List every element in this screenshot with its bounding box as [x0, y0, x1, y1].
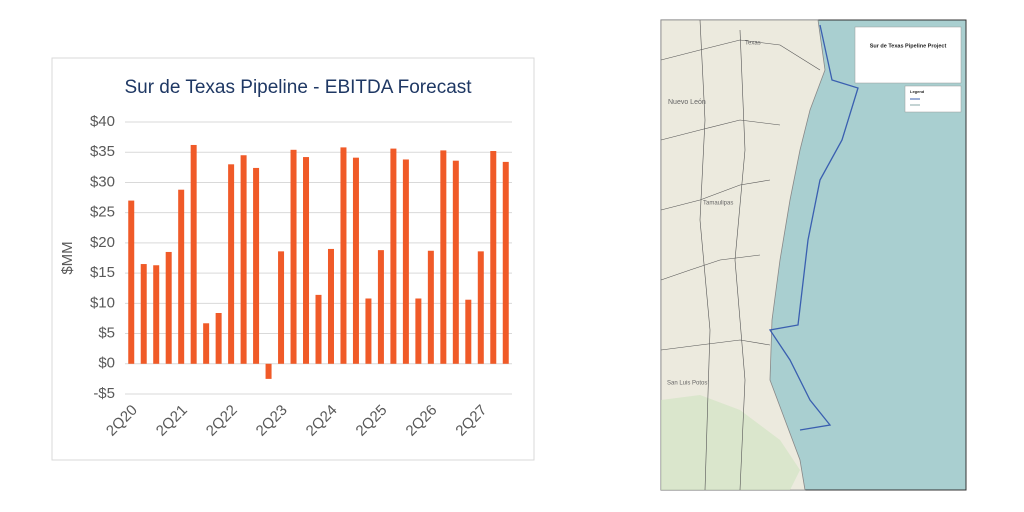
- bar: [415, 298, 422, 364]
- bar: [240, 155, 247, 364]
- y-tick-label: $5: [98, 325, 115, 342]
- bar: [315, 294, 322, 364]
- y-tick-label: $30: [90, 173, 115, 190]
- y-tick-label: -$5: [93, 385, 115, 402]
- pipeline-route: [768, 24, 859, 431]
- y-tick-label: $35: [90, 143, 115, 160]
- bar: [427, 250, 434, 364]
- map-place: Texas: [745, 41, 761, 47]
- map-place: Nuevo León: [668, 99, 706, 106]
- y-tick-label: $10: [90, 294, 115, 311]
- bar: [140, 264, 147, 364]
- bar: [440, 150, 447, 364]
- bar: [278, 251, 285, 364]
- bar: [228, 164, 235, 364]
- bar: [190, 144, 197, 364]
- bar: [390, 148, 397, 364]
- bar: [265, 363, 272, 379]
- y-tick-label: $25: [90, 204, 115, 221]
- bar: [165, 251, 172, 364]
- map-legend-title: Legend: [910, 89, 925, 94]
- bar: [490, 151, 497, 364]
- y-tick-label: $15: [90, 264, 115, 281]
- bar: [365, 298, 372, 364]
- bar: [215, 313, 222, 364]
- bar: [465, 299, 472, 364]
- bar: [340, 147, 347, 364]
- bar: [290, 149, 297, 364]
- bar: [352, 157, 359, 364]
- map-place: San Luis Potosí: [667, 381, 709, 387]
- map-boundaries: [660, 19, 821, 491]
- bar: [477, 251, 484, 364]
- bar: [452, 160, 459, 364]
- bar: [502, 161, 509, 364]
- y-tick-label: $40: [90, 113, 115, 130]
- map-land: [660, 19, 826, 491]
- y-tick-label: $0: [98, 355, 115, 372]
- map-title-box: [854, 26, 962, 84]
- map-title: Sur de Texas Pipeline Project: [870, 43, 947, 49]
- map: Sur de Texas Pipeline Project Legend Tex…: [660, 19, 967, 491]
- bar: [303, 157, 310, 364]
- bar: [377, 250, 384, 364]
- bar: [203, 323, 210, 364]
- y-axis-label: $MM: [59, 241, 76, 274]
- chart-title: Sur de Texas Pipeline - EBITDA Forecast: [124, 77, 472, 98]
- bar: [402, 159, 409, 364]
- map-place: Tamaulipas: [703, 201, 733, 207]
- bar: [327, 248, 334, 364]
- y-tick-label: $20: [90, 234, 115, 251]
- map-vegetation: [661, 395, 800, 490]
- bar: [153, 265, 160, 364]
- bar: [128, 200, 135, 364]
- bar: [178, 189, 185, 364]
- bar: [253, 167, 260, 364]
